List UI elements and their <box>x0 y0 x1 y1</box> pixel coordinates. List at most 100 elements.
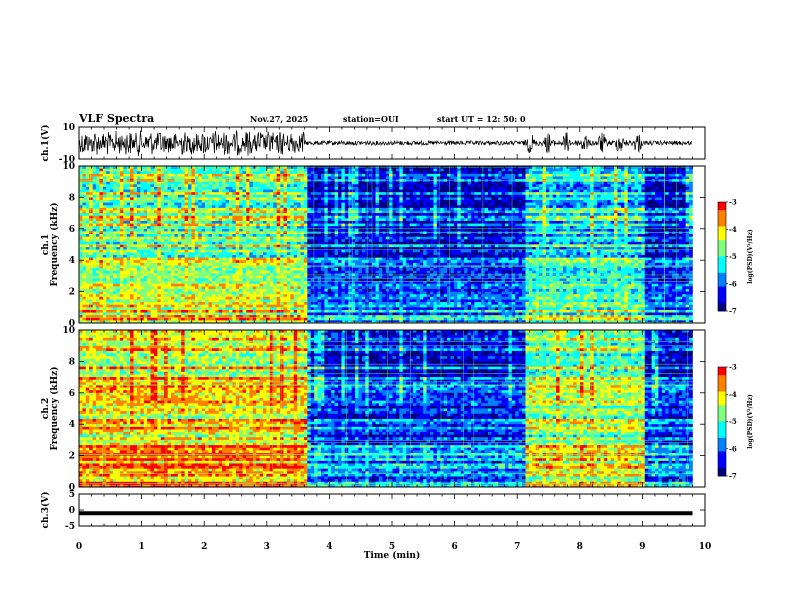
spectrogram-cell <box>273 202 277 206</box>
spectrogram-cell <box>259 194 264 198</box>
spectrogram-cell <box>140 317 145 321</box>
spectrogram-cell <box>286 315 291 319</box>
spectrogram-cell <box>184 181 189 185</box>
spectrogram-cell <box>89 213 93 217</box>
spectrogram-cell <box>246 168 250 172</box>
spectrogram-cell <box>157 197 162 201</box>
spectrogram-cell <box>82 270 87 274</box>
spectrogram-cell <box>355 275 359 279</box>
spectrogram-cell <box>334 288 339 292</box>
spectrogram-cell <box>273 268 277 271</box>
spectrogram-cell <box>307 223 312 227</box>
spectrogram-cell <box>157 200 162 203</box>
spectrogram-cell <box>239 260 243 264</box>
spectrogram-cell <box>215 189 220 193</box>
spectrogram-cell <box>201 296 206 300</box>
spectrogram-cell <box>222 207 226 211</box>
spectrogram-cell <box>310 309 315 313</box>
spectrogram-cell <box>324 296 329 300</box>
spectrogram-cell <box>341 320 346 324</box>
spectrogram-cell <box>297 194 301 198</box>
spectrogram-cell <box>307 197 312 201</box>
spectrogram-cell <box>153 215 158 219</box>
spectrogram-cell <box>225 312 230 316</box>
spectrogram-cell <box>249 288 254 292</box>
spectrogram-cell <box>218 317 223 321</box>
spectrogram-cell <box>79 236 83 240</box>
spectrogram-cell <box>119 189 124 193</box>
spectrogram-cell <box>89 288 93 292</box>
spectrogram-cell <box>218 241 223 245</box>
spectrogram-cell <box>215 226 220 230</box>
spectrogram-cell <box>191 283 196 287</box>
spectrogram-cell <box>153 168 158 172</box>
spectrogram-cell <box>225 320 230 324</box>
spectrogram-cell <box>119 283 124 287</box>
spectrogram-cell <box>218 213 223 217</box>
spectrogram-cell <box>314 275 318 279</box>
spectrogram-cell <box>341 249 346 253</box>
spectrogram-cell <box>276 189 281 193</box>
spectrogram-cell <box>96 213 100 217</box>
spectrogram-cell <box>119 207 124 211</box>
spectrogram-cell <box>344 278 349 282</box>
spectrogram-cell <box>215 320 220 324</box>
spectrogram-cell <box>201 317 206 321</box>
spectrogram-cell <box>283 207 288 211</box>
spectrogram-cell <box>181 241 185 245</box>
spectrogram-cell <box>177 309 182 313</box>
spectrogram-cell <box>252 257 257 261</box>
spectrogram-cell <box>310 220 315 224</box>
spectrogram-cell <box>297 184 301 188</box>
spectrogram-cell <box>300 270 305 274</box>
spectrogram-cell <box>92 262 97 266</box>
spectrogram-cell <box>194 186 199 190</box>
spectrogram-cell <box>331 315 335 319</box>
spectrogram-cell <box>198 218 202 222</box>
spectrogram-cell <box>153 244 158 248</box>
spectrogram-cell <box>351 189 356 193</box>
spectrogram-cell <box>136 189 141 193</box>
spectrogram-cell <box>259 288 264 292</box>
spectrogram-cell <box>228 200 233 203</box>
spectrogram-cell <box>188 268 192 271</box>
spectrogram-cell <box>280 207 284 211</box>
spectrogram-cell <box>239 168 243 172</box>
spectrogram-cell <box>239 309 243 313</box>
spectrogram-cell <box>116 228 121 232</box>
spectrogram-cell <box>123 262 128 266</box>
spectrogram-cell <box>174 197 179 201</box>
spectrogram-cell <box>194 309 199 313</box>
spectrogram-cell <box>194 239 199 243</box>
spectrogram-cell <box>102 186 107 190</box>
spectrogram-cell <box>136 223 141 227</box>
spectrogram-cell <box>211 200 216 203</box>
spectrogram-cell <box>150 168 155 172</box>
spectrogram-cell <box>266 309 271 313</box>
spectrogram-cell <box>293 215 298 219</box>
spectrogram-cell <box>191 200 196 203</box>
spectrogram-cell <box>136 181 141 185</box>
spectrogram-cell <box>235 205 240 209</box>
spectrogram-cell <box>331 205 335 209</box>
spectrogram-cell <box>205 309 209 313</box>
spectrogram-cell <box>205 181 209 185</box>
spectrogram-cell <box>85 213 90 217</box>
spectrogram-cell <box>263 215 267 219</box>
spectrogram-cell <box>205 215 209 219</box>
spectrogram-cell <box>269 320 274 324</box>
spectrogram-cell <box>113 302 117 305</box>
spectrogram-cell <box>113 234 117 237</box>
spectrogram-cell <box>320 223 325 227</box>
spectrogram-cell <box>358 168 363 172</box>
spectrogram-cell <box>355 171 359 175</box>
spectrogram-cell <box>331 309 335 313</box>
spectrogram-cell <box>143 317 148 321</box>
spectrogram-cell <box>283 197 288 201</box>
spectrogram-cell <box>269 205 274 209</box>
spectrogram-cell <box>355 223 359 227</box>
spectrogram-cell <box>194 171 199 175</box>
spectrogram-cell <box>280 249 284 253</box>
spectrogram-cell <box>140 181 145 185</box>
spectrogram-cell <box>280 171 284 175</box>
